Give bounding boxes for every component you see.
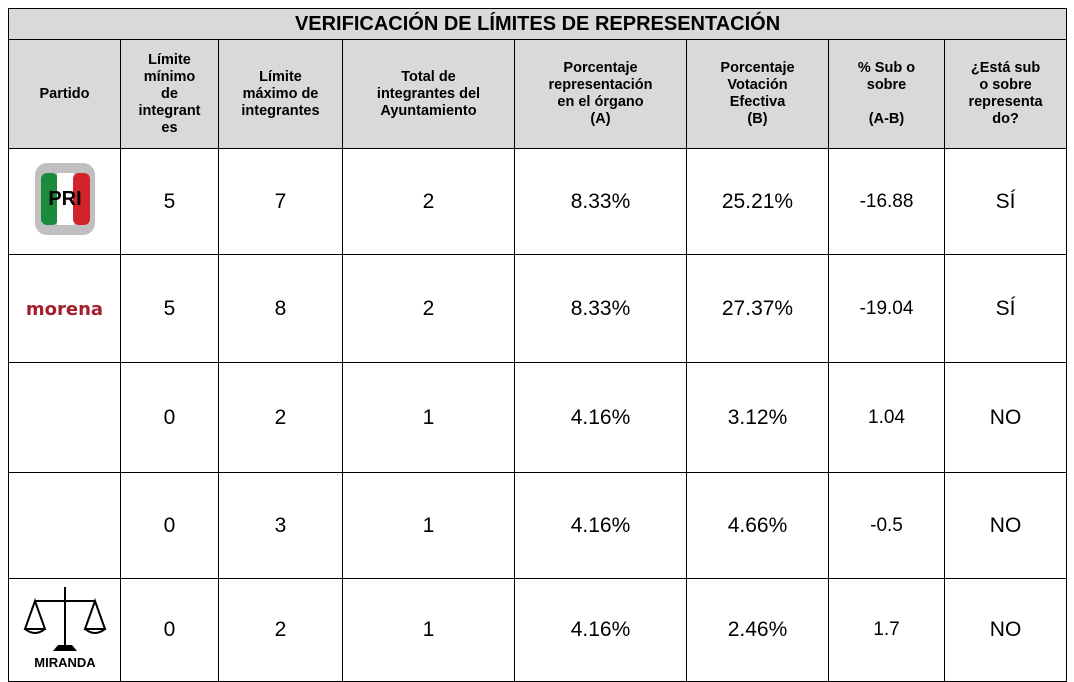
logo-green (40, 172, 58, 225)
data-cell: 0 (120, 578, 219, 682)
data-cell: 25.21% (686, 148, 829, 255)
data-cell: 1 (342, 362, 515, 473)
data-cell: NO (943, 472, 1068, 579)
header-cell: % Sub o sobre (A-B) (828, 39, 945, 149)
data-cell: -0.5 (828, 472, 945, 579)
header-cell: Partido (8, 39, 121, 149)
data-cell: 4.16% (514, 472, 687, 579)
data-cell: 1.7 (828, 578, 945, 682)
party-cell: morena (8, 254, 121, 363)
data-row: 0 3 1 4.16% 4.66% -0.5 NO (8, 472, 1068, 579)
data-cell: 4.66% (686, 472, 829, 579)
data-row: MIRANDA 0 2 1 4.16% 2.46% 1.7 NO (8, 578, 1068, 682)
data-cell: 7 (218, 148, 343, 255)
header-cell: Límite mínimo de integrant es (120, 39, 219, 149)
scale-right (83, 598, 106, 634)
header-cell: Porcentaje representación en el órgano (… (514, 39, 687, 149)
party-cell (8, 362, 121, 473)
data-cell: 2.46% (686, 578, 829, 682)
data-cell: 2 (342, 148, 515, 255)
logo-text: MIRANDA (34, 655, 96, 670)
data-row: PRI 5 7 2 8.33% 25.21% -16.88 SÍ (8, 148, 1068, 255)
data-row: morena 5 8 2 8.33% 27.37% -19.04 SÍ (8, 254, 1068, 363)
data-cell: 8.33% (514, 148, 687, 255)
data-cell: 2 (218, 362, 343, 473)
data-cell: 0 (120, 472, 219, 579)
data-cell: 5 (120, 254, 219, 363)
data-cell: 3 (218, 472, 343, 579)
data-cell: 8.33% (514, 254, 687, 363)
data-cell: NO (943, 578, 1068, 682)
data-cell: 0 (120, 362, 219, 473)
data-cell: 2 (218, 578, 343, 682)
data-cell: 27.37% (686, 254, 829, 363)
data-cell: 4.16% (514, 578, 687, 682)
data-cell: 8 (218, 254, 343, 363)
table-title: VERIFICACIÓN DE LÍMITES DE REPRESENTACIÓ… (7, 8, 1068, 40)
logo-red (72, 172, 90, 225)
scale-left (23, 598, 46, 634)
header-cell: Total de integrantes del Ayuntamiento (342, 39, 515, 149)
data-cell: SÍ (943, 148, 1068, 255)
pri-logo: PRI (34, 162, 95, 235)
header-row: Partido Límite mínimo de integrant es Lími… (8, 39, 1068, 149)
header-cell: Porcentaje Votación Efectiva (B) (686, 39, 829, 149)
data-cell: NO (943, 362, 1068, 473)
header-cell: ¿Está sub o sobre representa do? (943, 39, 1068, 149)
data-cell: 3.12% (686, 362, 829, 473)
data-cell: 1 (342, 578, 515, 682)
data-cell: -19.04 (828, 254, 945, 363)
representation-table: VERIFICACIÓN DE LÍMITES DE REPRESENTACIÓ… (7, 8, 1068, 682)
data-row: 0 2 1 4.16% 3.12% 1.04 NO (8, 362, 1068, 473)
data-cell: -16.88 (828, 148, 945, 255)
party-cell: PRI (8, 148, 121, 255)
header-cell: Límite máximo de integrantes (218, 39, 343, 149)
logo-text: PRI (48, 188, 81, 210)
data-cell: 1.04 (828, 362, 945, 473)
party-logo-text: morena (25, 298, 104, 320)
data-cell: 4.16% (514, 362, 687, 473)
logo-white (56, 172, 74, 225)
data-cell: SÍ (943, 254, 1068, 363)
data-cell: 5 (120, 148, 219, 255)
party-cell (8, 472, 121, 579)
miranda-logo: MIRANDA (23, 587, 106, 670)
data-cell: 1 (342, 472, 515, 579)
party-cell: MIRANDA (8, 578, 121, 682)
scale-base (52, 645, 77, 651)
data-cell: 2 (342, 254, 515, 363)
